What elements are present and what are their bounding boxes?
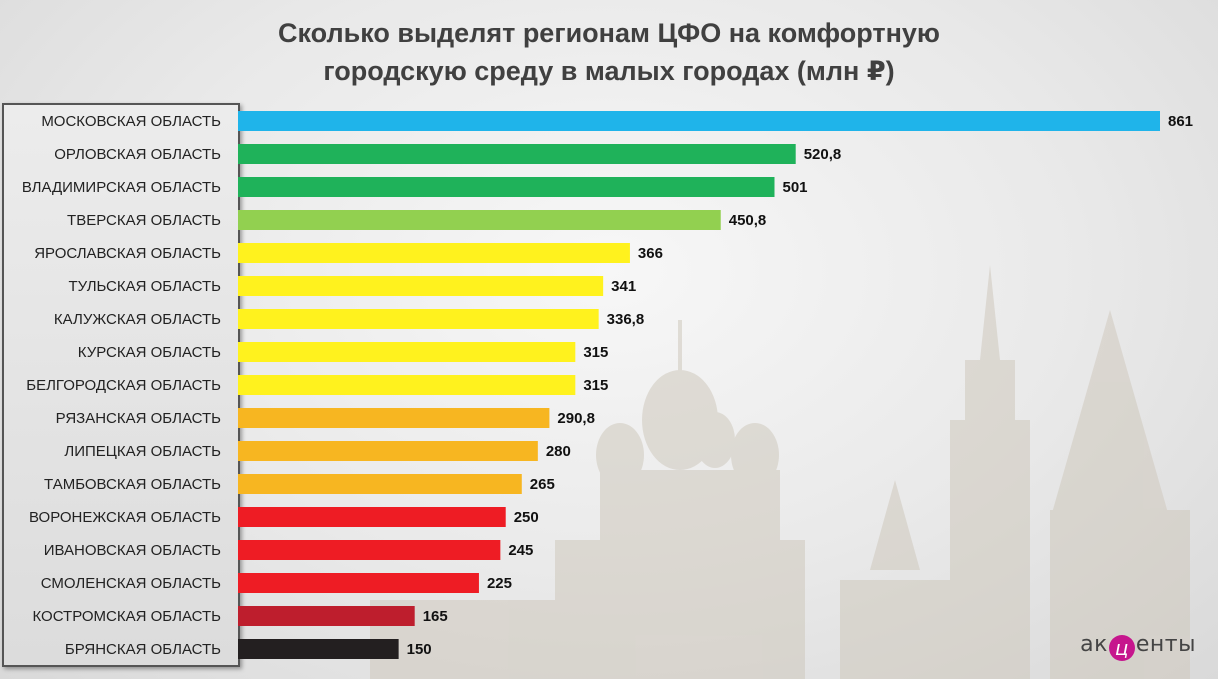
bar-value-label: 290,8 <box>557 410 595 427</box>
bar <box>238 441 538 461</box>
bar <box>238 639 399 659</box>
bar-value-label: 245 <box>508 542 533 559</box>
bar <box>238 144 796 164</box>
logo-text-left: ак <box>1080 632 1108 657</box>
bar-value-label: 341 <box>611 278 636 295</box>
category-label: Тульская область <box>69 278 222 295</box>
bar-value-label: 861 <box>1168 113 1193 130</box>
bar <box>238 210 721 230</box>
bar <box>238 243 630 263</box>
category-label: Ярославская область <box>34 245 221 262</box>
bar <box>238 408 550 428</box>
category-label: Тамбовская область <box>44 476 221 493</box>
bar <box>238 342 576 362</box>
bar <box>238 111 1160 131</box>
bar-value-label: 165 <box>423 608 448 625</box>
bar <box>238 573 479 593</box>
bar-value-label: 265 <box>530 476 555 493</box>
bar-value-label: 501 <box>782 179 807 196</box>
logo-mark-icon: ц <box>1108 635 1135 661</box>
category-label: Белгородская область <box>26 377 221 394</box>
category-label: Орловская область <box>54 146 221 163</box>
chart-title-line-1: Сколько выделят регионам ЦФО на комфортн… <box>278 18 940 48</box>
bar-value-label: 336,8 <box>607 311 645 328</box>
chart-title: Сколько выделят регионам ЦФО на комфортн… <box>0 14 1218 90</box>
bar-value-label: 150 <box>407 641 432 658</box>
bar-value-label: 280 <box>546 443 571 460</box>
bar <box>238 276 604 296</box>
logo-text-right: енты <box>1135 632 1196 657</box>
category-label: Рязанская область <box>56 410 222 427</box>
bar <box>238 177 775 197</box>
category-label: Костромская область <box>32 608 221 625</box>
bar-value-label: 225 <box>487 575 512 592</box>
bar-value-label: 315 <box>583 377 608 394</box>
bar-value-label: 250 <box>514 509 539 526</box>
category-label: Тверская область <box>67 212 221 229</box>
bar <box>238 375 576 395</box>
category-label: Калужская область <box>54 311 221 328</box>
chart-title-line-2: городскую среду в малых городах (млн ₽) <box>323 56 895 86</box>
bar-value-label: 366 <box>638 245 663 262</box>
bar <box>238 606 415 626</box>
bar <box>238 507 506 527</box>
bar-value-label: 450,8 <box>729 212 767 229</box>
category-label: Ивановская область <box>44 542 221 559</box>
bar-value-label: 520,8 <box>804 146 842 163</box>
akcenty-logo: ак ц енты <box>1080 632 1196 661</box>
bar <box>238 540 501 560</box>
category-label: Московская область <box>41 113 221 130</box>
category-label: Смоленская область <box>41 575 221 592</box>
category-label: Липецкая область <box>64 443 221 460</box>
category-label-panel <box>2 103 240 667</box>
bar-value-label: 315 <box>583 344 608 361</box>
category-label: Владимирская область <box>22 179 221 196</box>
bar <box>238 309 599 329</box>
category-label: Брянская область <box>65 641 221 658</box>
category-label: Воронежская область <box>29 509 221 526</box>
category-label: Курская область <box>78 344 221 361</box>
bar <box>238 474 522 494</box>
